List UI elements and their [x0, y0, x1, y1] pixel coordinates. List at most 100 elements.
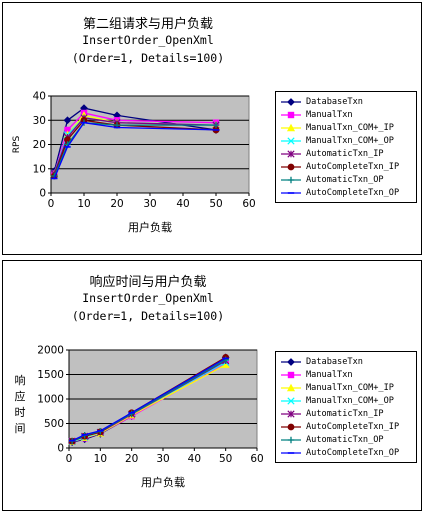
legend-swatch	[281, 149, 301, 158]
legend-swatch-marker	[287, 396, 295, 405]
y-tick-label: 40	[33, 91, 46, 103]
chart-title: 响应时间与用户负载	[89, 275, 207, 290]
legend-label: AutoCompleteTxn_OP	[306, 447, 400, 458]
legend-swatch-marker	[287, 163, 295, 170]
legend-label: AutomaticTxn_IP	[306, 148, 384, 159]
y-tick-label: 20	[33, 139, 46, 151]
legend: DatabaseTxn ManualTxn ManualTxn_COM+_IP Man…	[275, 91, 417, 203]
plot-area-svg: 0 10 20 30 40 0 10 20 30 40 50 60 用户负载 RPS	[12, 91, 256, 235]
x-tick-label: 30	[156, 453, 169, 465]
legend-swatch-marker	[287, 176, 295, 183]
legend-swatch	[281, 423, 301, 430]
legend-swatch-marker	[286, 383, 296, 391]
data-point	[212, 121, 220, 129]
legend-swatch	[281, 123, 301, 131]
legend-label: AutoCompleteTxn_OP	[306, 187, 400, 198]
chart-response-time-vs-user-load: 响应时间与用户负载 InsertOrder_OpenXml (Order=1, …	[2, 260, 422, 511]
legend-item: AutoCompleteTxn_IP	[280, 420, 399, 433]
legend: DatabaseTxn ManualTxn ManualTxn_COM+_IP Man…	[275, 351, 417, 463]
legend-swatch-marker	[287, 409, 295, 418]
legend-label: AutomaticTxn_IP	[306, 408, 384, 419]
legend-item: AutomaticTxn_IP	[280, 407, 384, 420]
chart-rps-vs-user-load: 第二组请求与用户负载 InsertOrder_OpenXml (Order=1,…	[2, 2, 422, 255]
legend-item: ManualTxn	[280, 108, 353, 121]
x-axis-label: 用户负载	[128, 220, 172, 234]
legend-label: AutoCompleteTxn_IP	[306, 161, 400, 172]
legend-swatch	[281, 371, 301, 378]
legend-swatch	[281, 163, 301, 170]
legend-item: DatabaseTxn	[280, 95, 363, 108]
legend-label: DatabaseTxn	[306, 96, 363, 107]
legend-label: ManualTxn_COM+_IP	[306, 382, 394, 393]
legend-swatch	[281, 383, 301, 391]
legend-label: DatabaseTxn	[306, 356, 363, 367]
x-tick-label: 20	[110, 198, 123, 210]
legend-label: ManualTxn	[306, 109, 353, 120]
legend-swatch-marker	[287, 423, 295, 430]
x-tick-label: 60	[242, 198, 255, 210]
y-tick-label: 0	[39, 188, 46, 200]
legend-item: DatabaseTxn	[280, 355, 363, 368]
x-tick-label: 60	[250, 453, 263, 465]
x-tick-label: 20	[125, 453, 138, 465]
legend-swatch	[281, 111, 301, 118]
legend-swatch	[281, 451, 301, 454]
legend-swatch	[281, 436, 301, 443]
series-autocompletetxn-op	[68, 357, 229, 442]
y-tick-label: 0	[57, 443, 64, 455]
y-tick-label: 10	[33, 163, 46, 175]
x-tick-label: 0	[66, 453, 73, 465]
legend-swatch-marker	[287, 111, 295, 118]
x-tick-label: 0	[48, 198, 55, 210]
y-axis-label-char: 时	[15, 406, 26, 419]
plot-area-svg: 0 500 1000 1500 2000 0 10 20 30 40 50 60 用户负载 响应时间	[15, 345, 264, 490]
x-tick-label: 40	[188, 453, 201, 465]
y-tick-label: 1500	[37, 369, 64, 381]
x-tick-label: 50	[219, 453, 232, 465]
chart-subtitle-params: (Order=1, Details=100)	[71, 309, 225, 323]
series-autocompletetxn-op	[51, 121, 220, 180]
y-tick-label: 2000	[37, 345, 64, 357]
legend-item: ManualTxn_COM+_OP	[280, 394, 394, 407]
legend-item: ManualTxn_COM+_OP	[280, 134, 394, 147]
legend-swatch	[281, 409, 301, 418]
x-tick-label: 40	[176, 198, 189, 210]
y-tick-label: 500	[44, 418, 64, 430]
data-point	[63, 116, 72, 125]
legend-item: AutomaticTxn_OP	[280, 173, 384, 186]
legend-swatch-marker	[287, 436, 295, 443]
legend-swatch-marker	[287, 357, 295, 366]
chart-subtitle-params: (Order=1, Details=100)	[71, 51, 225, 65]
y-axis-label-char: 响	[15, 374, 26, 387]
legend-item: AutoCompleteTxn_OP	[280, 186, 399, 199]
legend-swatch	[281, 176, 301, 183]
legend-swatch-marker	[287, 371, 295, 378]
legend-swatch-marker	[287, 136, 295, 145]
legend-label: AutomaticTxn_OP	[306, 434, 384, 445]
legend-item: ManualTxn_COM+_IP	[280, 121, 394, 134]
y-tick-label: 1000	[37, 394, 64, 406]
chart-subtitle: InsertOrder_OpenXml	[82, 33, 214, 47]
x-tick-label: 10	[77, 198, 90, 210]
legend-label: ManualTxn_COM+_OP	[306, 395, 394, 406]
chart-subtitle: InsertOrder_OpenXml	[82, 291, 214, 305]
legend-swatch	[281, 136, 301, 145]
legend-item: AutomaticTxn_IP	[280, 147, 384, 160]
legend-item: ManualTxn	[280, 368, 353, 381]
legend-label: ManualTxn_COM+_IP	[306, 122, 394, 133]
legend-swatch-marker	[286, 123, 296, 131]
x-tick-label: 30	[143, 198, 156, 210]
legend-label: ManualTxn_COM+_OP	[306, 135, 394, 146]
legend-swatch	[281, 97, 301, 106]
legend-item: AutoCompleteTxn_IP	[280, 160, 399, 173]
y-axis-label-char: 间	[15, 422, 26, 435]
legend-label: ManualTxn	[306, 369, 353, 380]
legend-label: AutoCompleteTxn_IP	[306, 421, 400, 432]
x-axis-label: 用户负载	[141, 475, 185, 489]
legend-swatch	[281, 396, 301, 405]
legend-label: AutomaticTxn_OP	[306, 174, 384, 185]
legend-swatch-marker	[287, 97, 295, 106]
chart-title: 第二组请求与用户负载	[82, 17, 213, 32]
legend-swatch	[281, 357, 301, 366]
y-tick-label: 30	[33, 115, 46, 127]
